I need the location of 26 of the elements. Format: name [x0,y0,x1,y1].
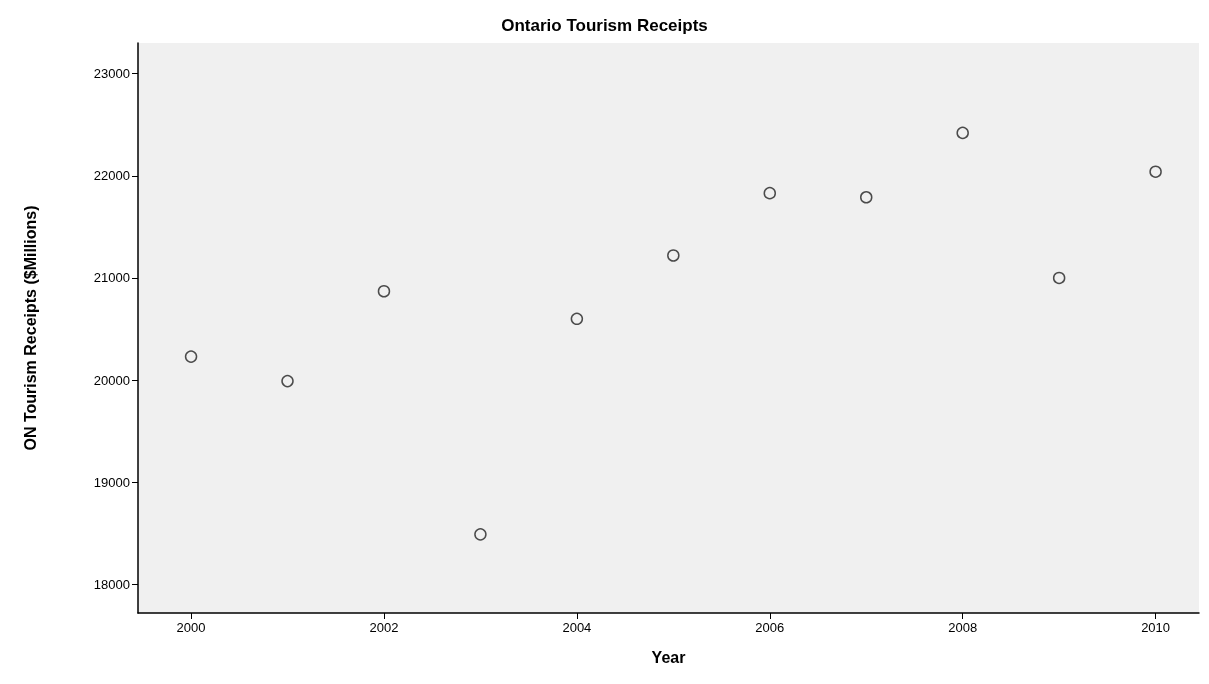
y-tick-label: 18000 [93,576,130,592]
point [570,312,584,326]
y-tick-label: 19000 [93,474,130,490]
x-tick-label: 2010 [1141,620,1171,635]
point [956,126,969,140]
y-tick-label: 23000 [93,66,130,82]
x-tick-label: 2008 [948,620,978,635]
x-tick-label: 2002 [369,620,399,635]
point [763,186,777,200]
point [667,249,680,262]
point [377,284,391,298]
point [184,350,198,363]
x-tick-label: 2004 [562,620,592,635]
point [1052,271,1066,285]
y-tick-label: 20000 [93,372,130,388]
x-tick-label: 2006 [755,620,785,635]
chart-title: Ontario Tourism Receipts [501,16,708,35]
point [859,191,873,204]
point [1149,165,1162,178]
x-tick-label: 2000 [176,620,206,635]
point [474,528,487,541]
y-axis-title: ON Tourism Receipts ($Millions) [21,205,39,451]
y-tick-label: 22000 [93,168,130,184]
y-tick-label: 21000 [93,270,130,286]
x-axis-title: Year [651,648,686,666]
point [281,374,294,388]
